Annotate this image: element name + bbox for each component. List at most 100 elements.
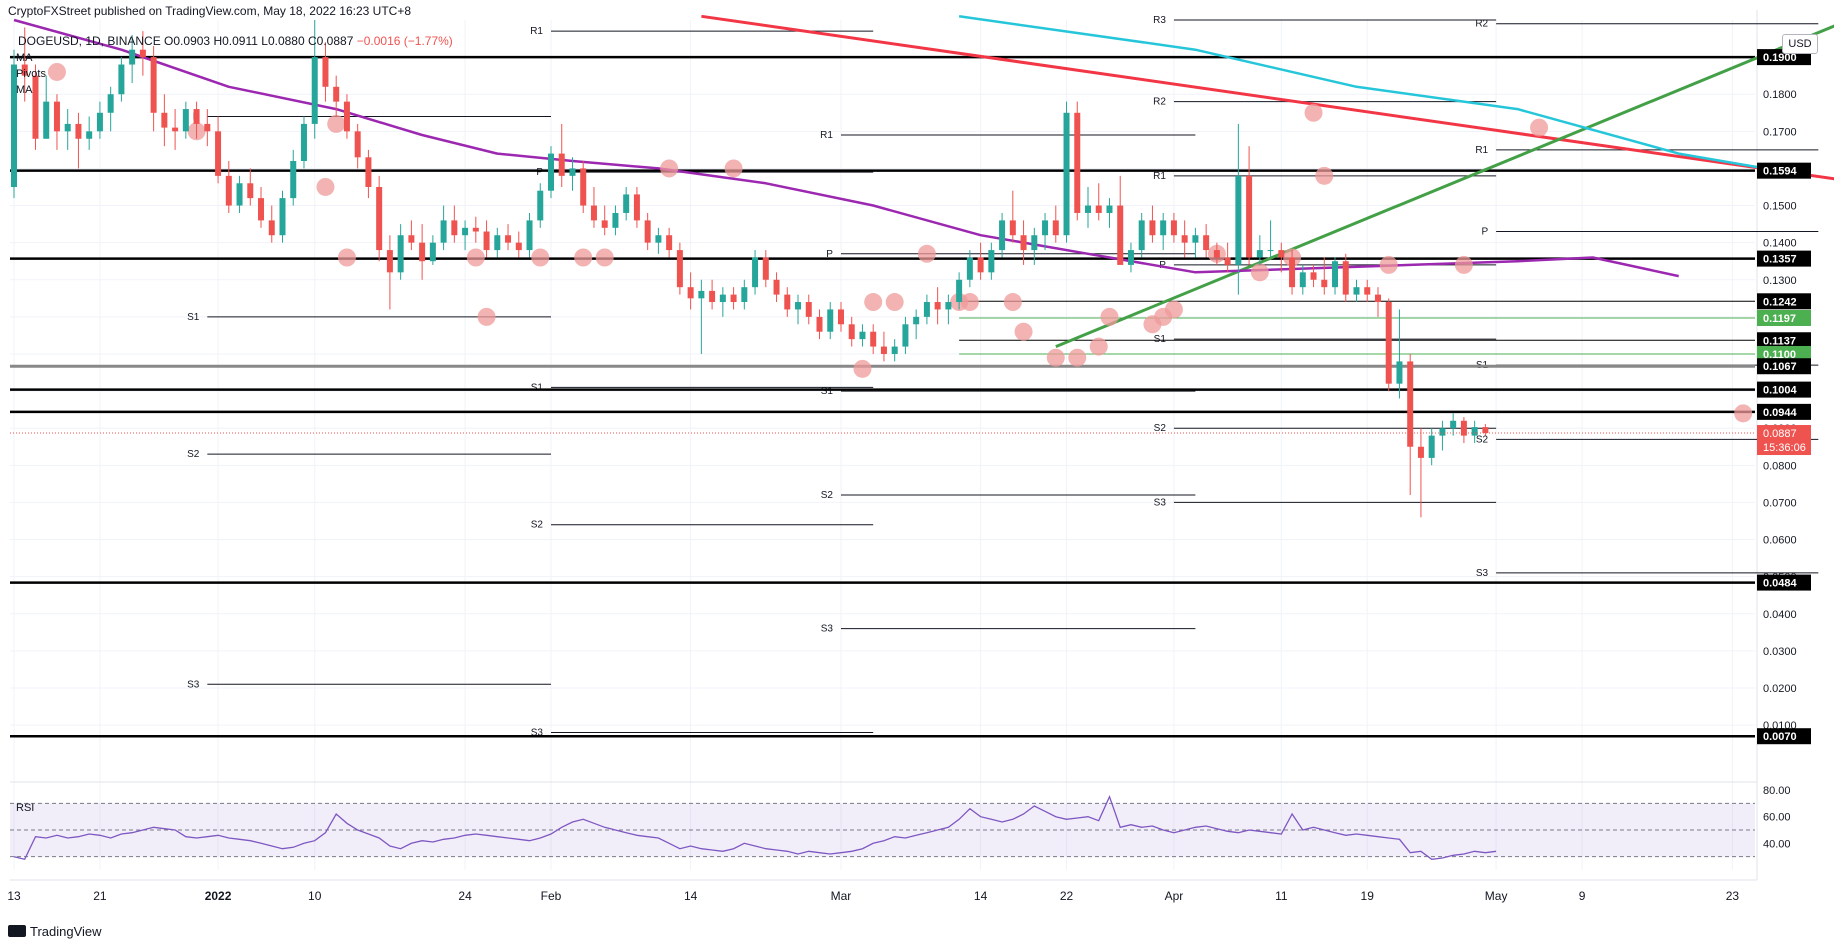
candle-body-36: [397, 235, 404, 273]
price-tick-4: 0.1500: [1763, 201, 1797, 213]
candle-body-76: [827, 309, 834, 332]
candle-body-40: [440, 220, 447, 243]
candle-body-43: [472, 227, 479, 232]
candle-body-1: [21, 64, 28, 76]
candle-body-107: [1160, 220, 1167, 236]
candle-body-130: [1407, 361, 1414, 447]
candle-body-96: [1042, 220, 1049, 236]
candle-6: [75, 112, 82, 169]
pivot-label-19: S2: [1154, 423, 1167, 434]
candle-111: [1203, 224, 1210, 258]
candle-32: [354, 123, 361, 169]
candle-41: [451, 205, 458, 243]
candle-119: [1289, 250, 1296, 295]
candle-body-113: [1224, 257, 1231, 265]
candle-body-69: [752, 257, 759, 288]
candle-body-23: [258, 198, 265, 221]
level-label-bg-9: [1757, 403, 1811, 420]
candle-104: [1127, 242, 1134, 273]
candle-body-137: [1482, 427, 1489, 434]
candle-0: [11, 49, 17, 199]
candle-44: [483, 220, 490, 258]
candle-96: [1042, 212, 1049, 251]
candle-body-78: [848, 324, 855, 340]
candle-33: [365, 149, 372, 199]
low-value: L0.0880: [261, 34, 305, 48]
highlight-circle-2: [327, 114, 346, 133]
candle-body-70: [762, 257, 769, 280]
highlight-circle-5: [466, 248, 485, 267]
candle-69: [752, 250, 759, 295]
pivot-label-3: S2: [187, 449, 200, 460]
candle-body-13: [150, 57, 157, 113]
time-tick-2: 2022: [205, 889, 232, 903]
highlight-circle-26: [1164, 300, 1183, 319]
candle-103: [1117, 175, 1124, 265]
candle-body-97: [1052, 220, 1059, 236]
candle-body-75: [816, 316, 823, 332]
candle-body-68: [741, 287, 748, 303]
time-tick-8: 14: [974, 889, 988, 903]
candle-72: [784, 287, 791, 317]
candle-body-100: [1085, 205, 1091, 213]
candle-3: [43, 75, 50, 139]
candle-49: [537, 183, 544, 228]
highlight-circle-13: [864, 293, 883, 312]
candle-34: [376, 175, 383, 262]
last-price-tag-bg: [1757, 425, 1811, 456]
candle-body-66: [719, 294, 726, 303]
candle-40: [440, 205, 447, 251]
candle-body-19: [215, 131, 222, 176]
candle-body-84: [913, 316, 920, 325]
candle-body-6: [75, 123, 82, 139]
rsi-tick-2: 40.00: [1763, 838, 1791, 850]
highlight-circle-19: [1014, 322, 1033, 341]
candle-body-31: [343, 101, 350, 132]
candle-body-99: [1074, 112, 1081, 213]
candle-body-24: [268, 220, 275, 236]
candle-body-20: [225, 175, 232, 206]
candle-74: [805, 294, 812, 325]
footer-brand[interactable]: TradingView: [8, 924, 102, 939]
candle-77: [837, 302, 844, 332]
candle-body-28: [311, 57, 318, 124]
candle-95: [1031, 227, 1038, 265]
candle-body-63: [687, 287, 694, 299]
candle-46: [505, 224, 512, 251]
candle-body-21: [236, 183, 243, 206]
candle-129: [1396, 309, 1403, 399]
candle-body-54: [590, 205, 597, 221]
time-tick-0: 13: [7, 889, 21, 903]
trendline-0: [701, 14, 1834, 181]
candle-56: [612, 205, 619, 236]
candle-92: [999, 212, 1006, 258]
candle-body-104: [1127, 250, 1134, 265]
pivot-label-11: S1: [821, 386, 834, 397]
highlight-circle-15: [917, 244, 936, 263]
candle-body-118: [1278, 250, 1285, 258]
rsi-label[interactable]: RSI: [16, 802, 35, 814]
candle-body-33: [365, 157, 372, 187]
level-label-10: 0.0484: [1763, 578, 1798, 590]
highlight-circle-4: [316, 177, 335, 196]
candle-7: [86, 116, 93, 150]
price-axis: 0.19000.18000.17000.16000.15000.14000.13…: [1757, 49, 1811, 745]
candle-body-11: [129, 49, 136, 65]
time-tick-15: 23: [1726, 889, 1740, 903]
indicator-ma1-label[interactable]: MA: [16, 52, 33, 64]
indicator-pivots-label[interactable]: Pivots: [16, 68, 46, 80]
candle-body-125: [1353, 287, 1360, 295]
candle-body-16: [182, 109, 189, 132]
time-tick-12: 19: [1361, 889, 1375, 903]
indicator-ma2-label[interactable]: MA: [16, 84, 33, 96]
pivot-label-12: S2: [821, 490, 834, 501]
candle-body-27: [300, 123, 307, 162]
candle-60: [655, 227, 662, 254]
candle-body-67: [730, 294, 737, 303]
time-tick-3: 10: [308, 889, 322, 903]
currency-button[interactable]: USD: [1782, 34, 1818, 54]
candle-30: [333, 75, 340, 117]
candle-67: [730, 287, 737, 310]
candle-body-136: [1471, 427, 1478, 436]
